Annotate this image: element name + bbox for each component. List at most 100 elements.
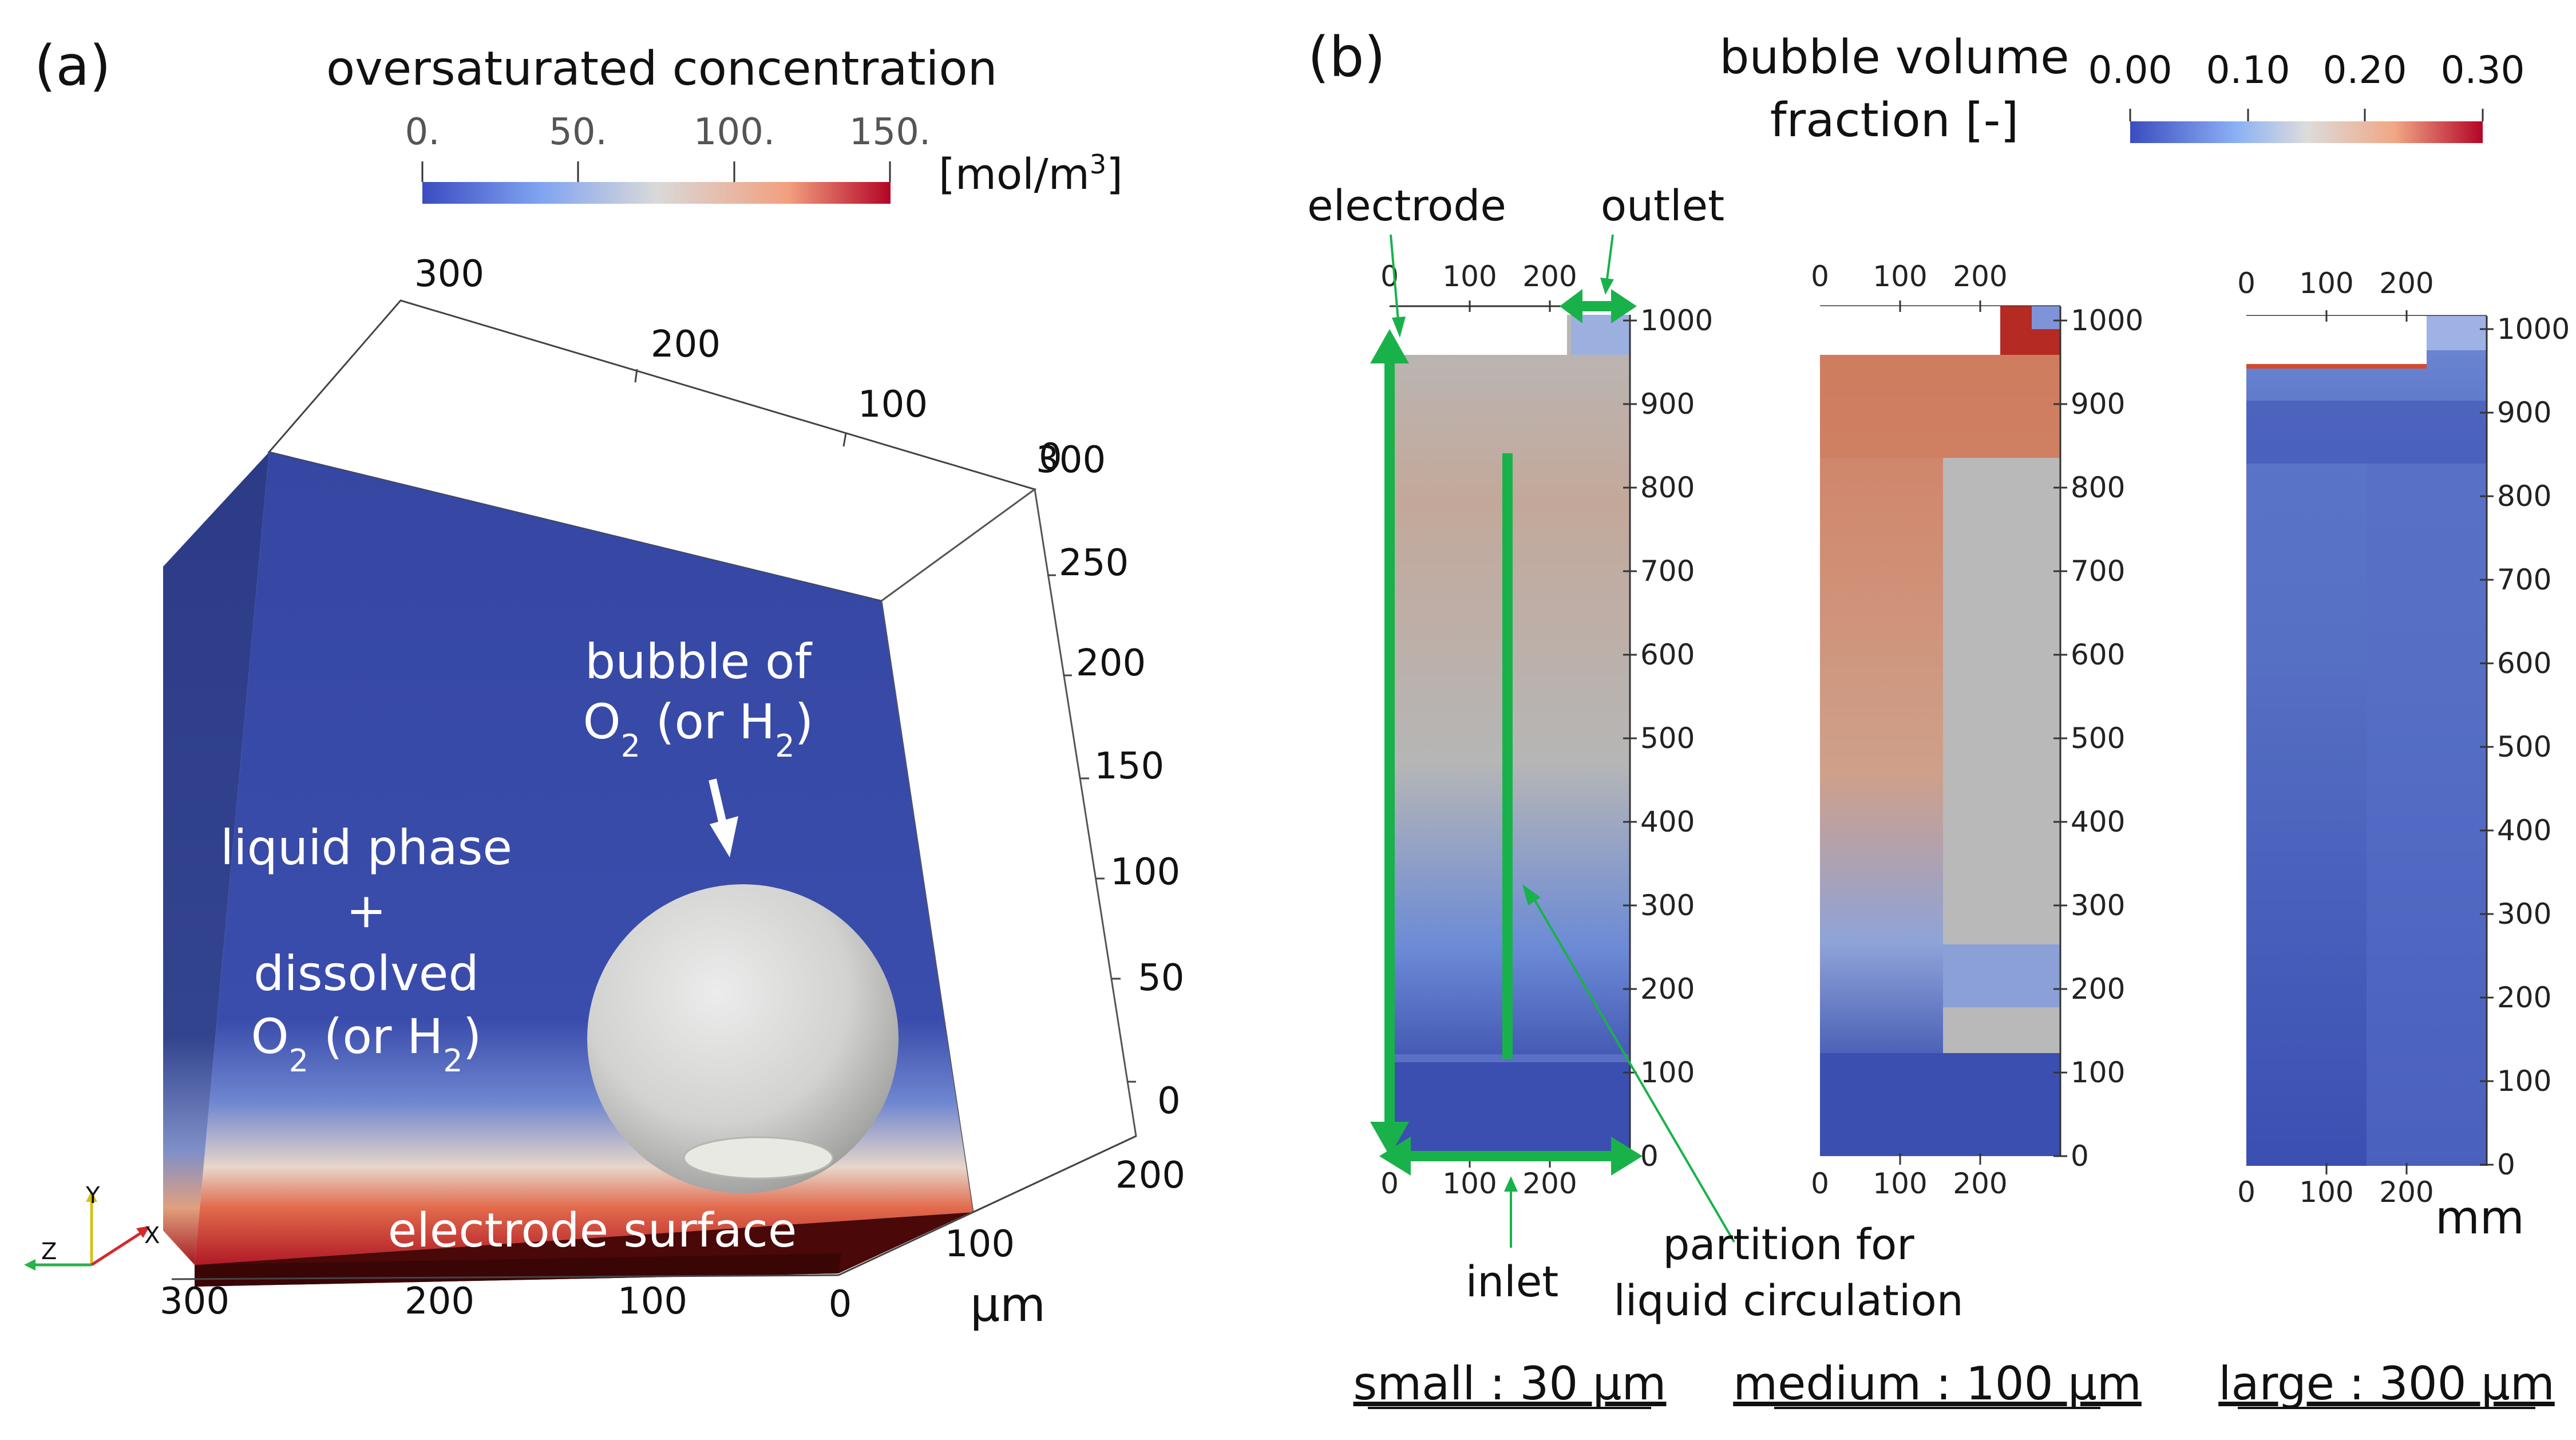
medium-bottom-tick-200: 200 [1953,1167,2007,1200]
axis-x-label: X [144,1223,160,1249]
small-y-tick-label: 600 [1640,638,1695,671]
bottom-right-tick-100: 100 [945,1223,1015,1265]
large-top-tick-100: 100 [2299,267,2353,300]
small-bottom-tick-100: 100 [1442,1167,1497,1200]
right-axis-tick-50: 50 [1138,957,1184,999]
large-y-tick-label: 800 [2497,480,2551,513]
right-axis-tick-300: 300 [1036,439,1106,481]
medium-bottom-tick-0: 0 [1811,1167,1829,1200]
top-axis-tick-300: 300 [414,253,484,295]
colorbar-a-ticks [421,161,891,182]
medium-top-tick-200: 200 [1953,260,2007,293]
top-axis-tick-200: 200 [651,323,721,366]
liquid-label-line2: + [346,883,386,939]
green-annotations [1370,234,1735,1248]
partition-label-line1: partition for [1663,1220,1914,1269]
large-x-axis [2325,310,2408,1174]
colorbar-a-tick-150: 150. [849,111,931,153]
small-y-tick-label: 500 [1640,722,1695,755]
medium-y-tick-label: 800 [2071,471,2125,504]
bubble [587,884,899,1193]
large-y-tick-label: 700 [2497,563,2551,596]
medium-y-tick-label: 100 [2071,1056,2125,1089]
small-y-tick-label: 300 [1640,889,1695,922]
medium-y-tick-label: 200 [2071,972,2125,1006]
small-bottom-tick-200: 200 [1522,1167,1577,1200]
small-y-tick-label: 400 [1640,805,1695,838]
inlet-label: inlet [1466,1257,1559,1307]
colorbar-a-unit: [mol/m3] [939,149,1123,199]
medium-y-tick-label: 500 [2071,722,2125,755]
medium-y-tick-label: 900 [2071,387,2125,421]
large-bottom-tick-100: 100 [2299,1176,2353,1209]
medium-top-tick-0: 0 [1811,260,1829,293]
small-y-tick-label: 700 [1640,555,1695,588]
colorbar-a-tick-50: 50. [549,111,607,153]
right-axis-tick-marks [1047,574,1136,1083]
scale-small: small : 30 μm [1354,1357,1667,1410]
small-y-tick-label: 200 [1640,972,1695,1006]
small-y-tick-label: 800 [1640,471,1695,504]
large-bottom-tick-200: 200 [2379,1176,2433,1209]
bottom-front-axis [171,1274,839,1280]
large-top-tick-200: 200 [2379,267,2433,300]
bubble-arrow [709,778,738,857]
large-y-tick-label: 500 [2497,730,2551,763]
liquid-label-line1: liquid phase [220,820,512,876]
medium-y-tick-label: 0 [2071,1140,2089,1173]
medium-y-tick-label: 400 [2071,805,2125,838]
right-axis-tick-100: 100 [1110,851,1180,893]
box-left-face [163,452,269,1265]
large-top-tick-0: 0 [2237,267,2256,300]
small-top-tick-200: 200 [1522,260,1577,293]
small-y-tick-label: 1000 [1640,304,1713,337]
large-y-tick-label: 600 [2497,647,2551,680]
electrode-label: electrode [1307,181,1506,231]
bubble-label-line1: bubble of [585,634,813,690]
liquid-label-line3: dissolved [254,946,479,1002]
scale-medium: medium : 100 μm [1733,1357,2142,1410]
small-y-tick-label: 900 [1640,387,1695,421]
colorbar-b-title-line2: fraction [-] [1770,93,2019,148]
colorbar-b-ticks [2129,109,2484,121]
axis-y-label: Y [85,1182,100,1209]
colorbar-a-title: oversaturated concentration [326,42,998,96]
colorbar-b-tick-0: 0.00 [2088,48,2173,92]
outlet-label: outlet [1601,181,1724,231]
large-y-tick-label: 0 [2497,1148,2515,1181]
medium-y-tick-label: 600 [2071,638,2125,671]
liquid-label-line4: O2 (or H2) [251,1008,482,1079]
large-y-tick-label: 900 [2497,396,2551,429]
small-y-tick-label: 0 [1640,1140,1659,1173]
small-y-tick-label: 100 [1640,1056,1695,1089]
panel-a-unit: μm [970,1278,1046,1332]
bottom-tick-200: 200 [405,1280,474,1323]
domain-large [2246,315,2487,1166]
top-axis-tick-0: 0 [1039,436,1062,478]
orientation-axes-icon: Y Z X [24,1182,160,1271]
panel-a-label: (a) [34,34,111,98]
right-axis-tick-250: 250 [1059,542,1129,584]
panel-b-unit: mm [2435,1191,2524,1244]
colorbar-b-title-line1: bubble volume [1719,30,2069,85]
medium-y-tick-label: 700 [2071,555,2125,588]
top-axis-tick-100: 100 [858,383,928,426]
top-axis-ticks [634,369,847,447]
large-y-tick-label: 200 [2497,981,2551,1014]
colorbar-a [422,182,891,204]
right-axis-tick-0: 0 [1157,1080,1181,1122]
panel-b-label: (b) [1308,25,1386,89]
small-top-tick-100: 100 [1442,260,1497,293]
medium-y-tick-label: 300 [2071,889,2125,922]
medium-x-axis [1899,300,1981,1165]
colorbar-a-tick-0: 0. [405,111,440,153]
bottom-tick-300: 300 [160,1280,229,1323]
colorbar-b-tick-3: 0.30 [2441,48,2525,92]
bottom-right-tick-200: 200 [1115,1154,1185,1197]
large-y-tick-label: 1000 [2497,312,2570,346]
axis-z-label: Z [41,1239,57,1265]
